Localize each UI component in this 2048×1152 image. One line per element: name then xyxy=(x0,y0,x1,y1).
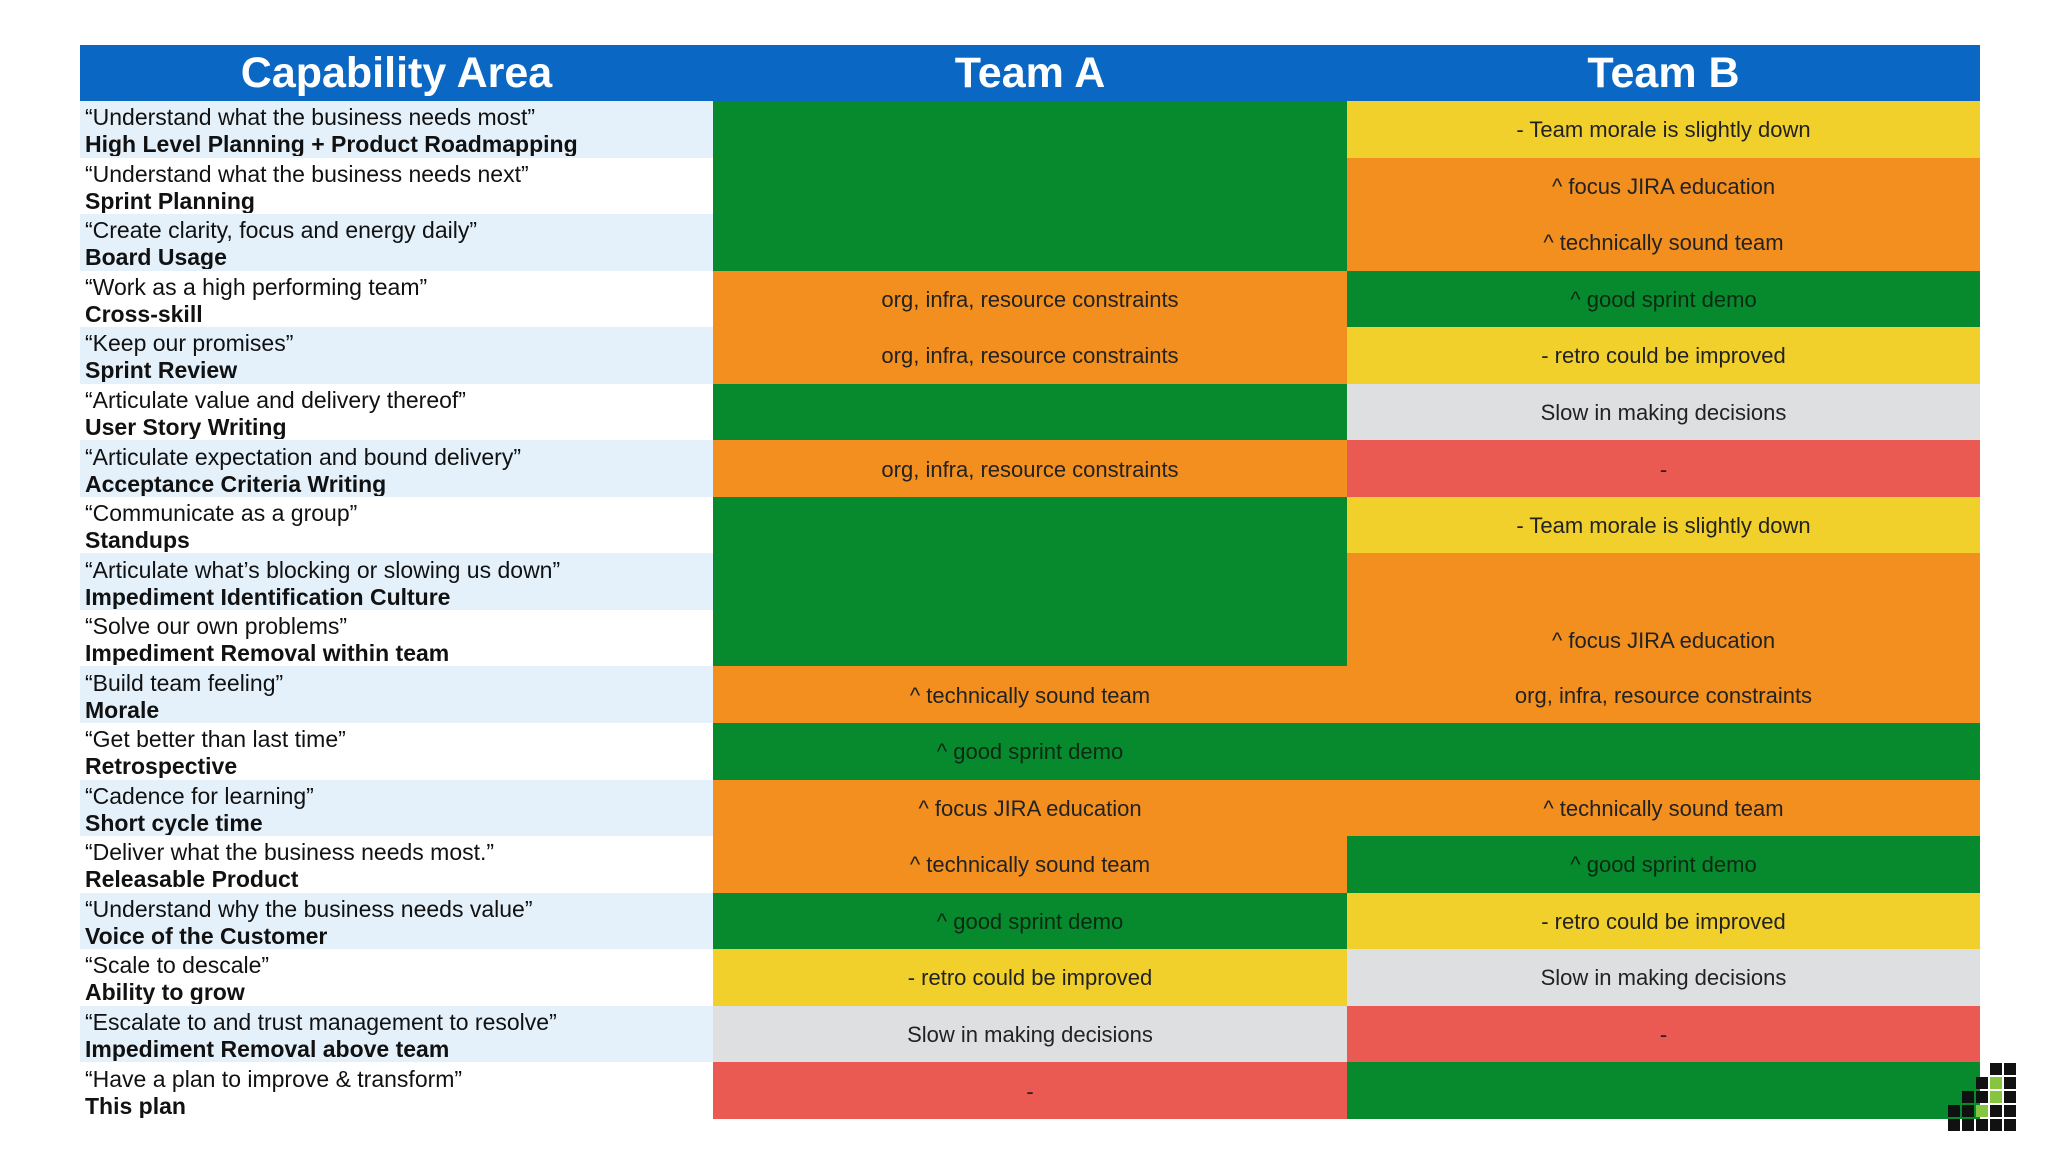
capability-quote: “Understand what the business needs next… xyxy=(85,160,529,187)
capability-row: “Create clarity, focus and energy daily”… xyxy=(80,214,713,271)
capability-quote: “Escalate to and trust management to res… xyxy=(85,1009,557,1036)
capability-quote: “Create clarity, focus and energy daily” xyxy=(85,217,478,244)
header-capability-area: Capability Area xyxy=(80,45,713,101)
capability-quote: “Solve our own problems” xyxy=(85,613,348,640)
capability-row: “Keep our promises” Sprint Review xyxy=(80,327,713,384)
team-a-status-cell: org, infra, resource constraints xyxy=(713,440,1347,497)
capability-quote: “Have a plan to improve & transform” xyxy=(85,1065,463,1092)
capability-quote: “Keep our promises” xyxy=(85,330,294,357)
team-a-status-cell: ^ technically sound team xyxy=(713,836,1347,893)
capability-title: Retrospective xyxy=(85,753,238,779)
capability-title: Voice of the Customer xyxy=(85,922,328,948)
team-a-status-cell: org, infra, resource constraints xyxy=(713,327,1347,384)
header-team-b: Team B xyxy=(1347,45,1980,101)
capability-title: Standups xyxy=(85,527,190,553)
team-a-status-cell: - retro could be improved xyxy=(713,949,1347,1006)
team-a-status-cell: ^ good sprint demo xyxy=(713,892,1347,950)
capability-matrix-table: Capability Area Team A Team B “Understan… xyxy=(80,45,1980,1119)
capability-quote: “Articulate value and delivery thereof” xyxy=(85,387,466,413)
capability-row: “Communicate as a group” Standups xyxy=(80,496,713,554)
team-b-status-cell: - retro could be improved xyxy=(1347,892,1980,950)
team-b-status-cell: ^ technically sound team xyxy=(1347,214,1980,271)
team-a-status-cell: ^ good sprint demo xyxy=(713,723,1347,780)
team-b-status-cell: org, infra, resource constraints xyxy=(1347,666,1980,724)
capability-row: “Solve our own problems” Impediment Remov… xyxy=(80,609,713,667)
team-b-status-cell: Slow in making decisions xyxy=(1347,383,1980,441)
capability-title: Impediment Removal within team xyxy=(85,640,450,666)
capability-title: Releasable Product xyxy=(85,866,299,892)
capability-title: This plan xyxy=(85,1092,186,1118)
team-b-status-cell: ^ focus JIRA education xyxy=(1347,553,1980,667)
capability-quote: “Build team feeling” xyxy=(85,669,284,696)
team-a-status-cell xyxy=(713,383,1347,441)
capability-title: User Story Writing xyxy=(85,414,287,439)
team-b-status-cell: - retro could be improved xyxy=(1347,327,1980,384)
capability-title: Ability to grow xyxy=(85,979,245,1005)
capability-quote: “Deliver what the business needs most.” xyxy=(85,839,495,866)
capability-row: “Work as a high performing team” Cross-sk… xyxy=(80,270,713,328)
team-b-status-cell: ^ focus JIRA education xyxy=(1347,157,1980,215)
capability-row: “Deliver what the business needs most.” R… xyxy=(80,836,713,893)
capability-row: “Articulate expectation and bound delive… xyxy=(80,440,713,497)
capability-quote: “Articulate expectation and bound delive… xyxy=(85,443,521,470)
capability-title: High Level Planning + Product Roadmappin… xyxy=(85,131,578,157)
team-b-status-cell: - Team morale is slightly down xyxy=(1347,496,1980,554)
capability-title: Sprint Review xyxy=(85,357,238,383)
team-a-status-cell xyxy=(713,101,1347,271)
team-a-status-cell: ^ focus JIRA education xyxy=(713,779,1347,837)
team-a-status-cell xyxy=(713,496,1347,667)
team-b-status-cell: - Team morale is slightly down xyxy=(1347,101,1980,158)
capability-row: “Have a plan to improve & transform” This… xyxy=(80,1062,713,1119)
team-b-status-cell: ^ good sprint demo xyxy=(1347,270,1980,328)
capability-title: Acceptance Criteria Writing xyxy=(85,470,387,496)
capability-title: Impediment Removal above team xyxy=(85,1036,450,1062)
team-a-status-cell: - xyxy=(713,1062,1347,1119)
capability-quote: “Cadence for learning” xyxy=(85,782,314,809)
team-b-status-cell xyxy=(1347,723,1980,780)
team-b-status-cell: - xyxy=(1347,1005,1980,1063)
capability-title: Board Usage xyxy=(85,244,227,270)
capability-row: “Understand what the business needs next… xyxy=(80,157,713,215)
capability-title: Short cycle time xyxy=(85,809,263,835)
capability-row: “Get better than last time” Retrospective xyxy=(80,723,713,780)
capability-row: “Articulate what’s blocking or slowing u… xyxy=(80,553,713,610)
team-b-status-cell xyxy=(1347,1062,1980,1119)
capability-row: “Understand why the business needs value… xyxy=(80,892,713,950)
capability-row: “Build team feeling” Morale xyxy=(80,666,713,724)
team-a-status-cell: Slow in making decisions xyxy=(713,1005,1347,1063)
team-b-status-cell: ^ technically sound team xyxy=(1347,779,1980,837)
capability-row: “Articulate value and delivery thereof” U… xyxy=(80,383,713,441)
brand-logo-icon xyxy=(1948,1063,2020,1135)
header-team-a: Team A xyxy=(713,45,1347,101)
team-a-status-cell: org, infra, resource constraints xyxy=(713,270,1347,328)
capability-quote: “Understand what the business needs most… xyxy=(85,104,536,131)
capability-row: “Scale to descale” Ability to grow xyxy=(80,949,713,1006)
team-b-status-cell: ^ good sprint demo xyxy=(1347,836,1980,893)
capability-quote: “Get better than last time” xyxy=(85,726,346,753)
capability-quote: “Work as a high performing team” xyxy=(85,273,428,300)
capability-row: “Understand what the business needs most… xyxy=(80,101,713,158)
capability-row: “Cadence for learning” Short cycle time xyxy=(80,779,713,837)
capability-title: Cross-skill xyxy=(85,300,203,326)
capability-title: Sprint Planning xyxy=(85,187,255,213)
team-a-status-cell: ^ technically sound team xyxy=(713,666,1347,724)
capability-quote: “Communicate as a group” xyxy=(85,500,358,527)
capability-row: “Escalate to and trust management to res… xyxy=(80,1005,713,1063)
capability-title: Impediment Identification Culture xyxy=(85,583,451,609)
capability-quote: “Articulate what’s blocking or slowing u… xyxy=(85,556,561,583)
team-b-status-cell: Slow in making decisions xyxy=(1347,949,1980,1006)
capability-quote: “Scale to descale” xyxy=(85,952,270,979)
capability-quote: “Understand why the business needs value… xyxy=(85,895,533,922)
capability-title: Morale xyxy=(85,696,160,722)
team-b-status-cell: - xyxy=(1347,440,1980,497)
